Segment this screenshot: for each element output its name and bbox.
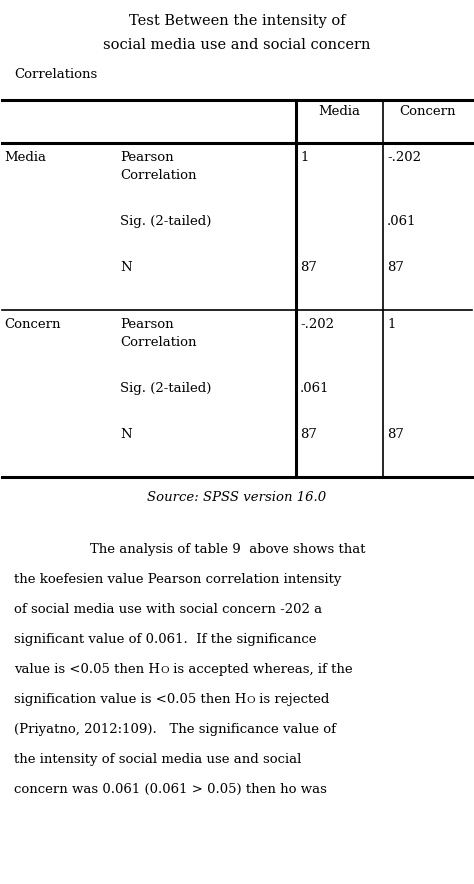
Text: Source: SPSS version 16.0: Source: SPSS version 16.0 [147, 491, 327, 504]
Text: Concern: Concern [399, 105, 456, 118]
Text: 87: 87 [387, 428, 404, 441]
Text: .061: .061 [387, 215, 417, 228]
Text: Correlations: Correlations [14, 68, 97, 81]
Text: 87: 87 [300, 261, 317, 274]
Text: -.202: -.202 [387, 151, 421, 164]
Text: -.202: -.202 [300, 318, 334, 331]
Text: N: N [120, 261, 132, 274]
Text: Pearson: Pearson [120, 318, 173, 331]
Text: Test Between the intensity of: Test Between the intensity of [128, 14, 346, 28]
Text: Pearson: Pearson [120, 151, 173, 164]
Text: Media: Media [4, 151, 46, 164]
Text: of social media use with social concern -202 a: of social media use with social concern … [14, 603, 322, 616]
Text: N: N [120, 428, 132, 441]
Text: Media: Media [319, 105, 361, 118]
Text: 87: 87 [387, 261, 404, 274]
Text: value is <0.05 then H: value is <0.05 then H [14, 663, 160, 676]
Text: The analysis of table 9  above shows that: The analysis of table 9 above shows that [90, 543, 365, 556]
Text: Sig. (2-tailed): Sig. (2-tailed) [120, 382, 211, 395]
Text: is accepted whereas, if the: is accepted whereas, if the [169, 663, 352, 676]
Text: significant value of 0.061.  If the significance: significant value of 0.061. If the signi… [14, 633, 317, 646]
Text: O: O [246, 696, 255, 705]
Text: (Priyatno, 2012:109).   The significance value of: (Priyatno, 2012:109). The significance v… [14, 723, 336, 736]
Text: the koefesien value Pearson correlation intensity: the koefesien value Pearson correlation … [14, 573, 341, 586]
Text: signification value is <0.05 then H: signification value is <0.05 then H [14, 693, 246, 706]
Text: is rejected: is rejected [255, 693, 329, 706]
Text: 1: 1 [387, 318, 395, 331]
Text: .061: .061 [300, 382, 329, 395]
Text: Sig. (2-tailed): Sig. (2-tailed) [120, 215, 211, 228]
Text: Correlation: Correlation [120, 336, 197, 349]
Text: Concern: Concern [4, 318, 61, 331]
Text: O: O [160, 666, 169, 675]
Text: 87: 87 [300, 428, 317, 441]
Text: social media use and social concern: social media use and social concern [103, 38, 371, 52]
Text: Correlation: Correlation [120, 169, 197, 182]
Text: the intensity of social media use and social: the intensity of social media use and so… [14, 753, 301, 766]
Text: concern was 0.061 (0.061 > 0.05) then ho was: concern was 0.061 (0.061 > 0.05) then ho… [14, 783, 327, 796]
Text: 1: 1 [300, 151, 309, 164]
